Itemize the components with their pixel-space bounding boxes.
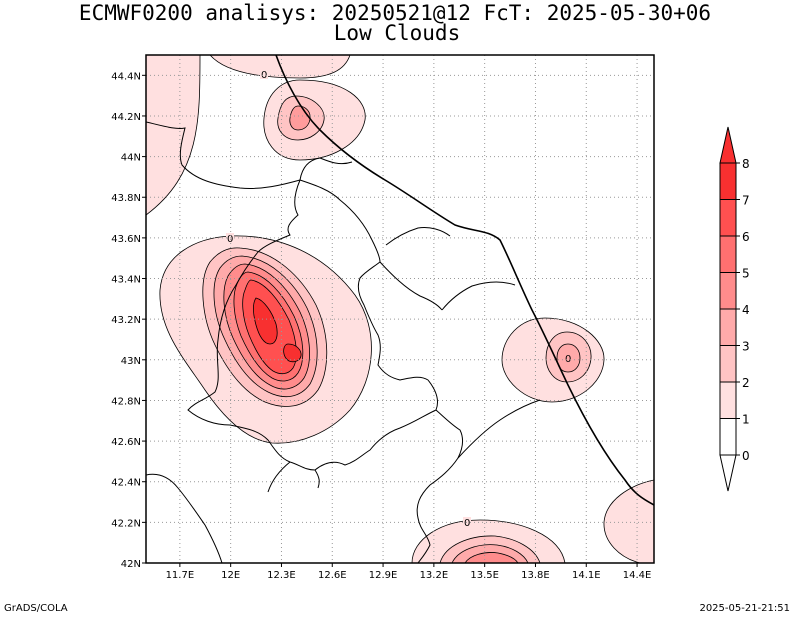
- colorbar: 0 1 2 3 4 5 6 7 8: [719, 126, 750, 492]
- map-frame: [145, 54, 655, 564]
- cloud-level-east-3: [556, 343, 581, 373]
- chart-title: ECMWF0200 analisys: 20250521@12 FcT: 202…: [78, 1, 712, 25]
- colorbar-segment: [719, 418, 737, 456]
- lon-tick-label: 12.3E: [267, 570, 296, 581]
- lat-tick-label: 42N: [121, 559, 141, 570]
- lat-tick-label: 42.6N: [111, 437, 141, 448]
- lon-tick-label: 12E: [221, 570, 240, 581]
- colorbar-label: 7: [742, 194, 750, 208]
- contour-label: 0: [565, 354, 571, 365]
- colorbar-label: 1: [742, 413, 750, 427]
- lon-tick-label: 14.4E: [623, 570, 652, 581]
- credit-label: GrADS/COLA: [4, 603, 68, 614]
- contour-label-bg: [260, 69, 268, 79]
- lat-tick-label: 44.2N: [111, 112, 141, 123]
- colorbar-segment: [719, 272, 737, 310]
- colorbar-segment: [719, 235, 737, 273]
- colorbar-bottom-arrow: [719, 454, 737, 492]
- lon-tick-label: 11.7E: [166, 570, 195, 581]
- lon-tick-label: 12.9E: [369, 570, 398, 581]
- colorbar-label: 5: [742, 267, 750, 281]
- lat-tick-label: 44N: [121, 153, 141, 164]
- colorbar-segment: [719, 162, 737, 200]
- colorbar-label: 4: [742, 303, 750, 317]
- colorbar-segment: [719, 199, 737, 237]
- lon-tick-label: 13.8E: [521, 570, 550, 581]
- lat-tick-label: 43.6N: [111, 234, 141, 245]
- cloud-area-nw: [146, 55, 201, 216]
- colorbar-segment: [719, 345, 737, 383]
- cloud-level-central-7b: [283, 343, 302, 363]
- cloud-level-44n-3: [289, 105, 311, 131]
- latitude-axis: 42N 42.2N 42.4N 42.6N 42.8N 43N 43.2N 43.4N 43.6…: [111, 71, 146, 570]
- cloud-area-southeast: [603, 479, 654, 563]
- regional-boundaries: [146, 121, 541, 563]
- lon-tick-label: 13.2E: [420, 570, 449, 581]
- lat-tick-label: 43.4N: [111, 275, 141, 286]
- colorbar-label: 2: [742, 376, 750, 390]
- lat-tick-label: 43.8N: [111, 193, 141, 204]
- cloud-field: 0 0 0 0: [146, 55, 654, 563]
- timestamp-label: 2025-05-21-21:51: [699, 603, 790, 614]
- coastline: [275, 55, 654, 506]
- colorbar-label: 3: [742, 340, 750, 354]
- contour-label: 0: [261, 70, 267, 81]
- colorbar-label: 6: [742, 230, 750, 244]
- lat-tick-label: 42.8N: [111, 396, 141, 407]
- lat-tick-label: 44.4N: [111, 71, 141, 82]
- lon-tick-label: 13.5E: [470, 570, 499, 581]
- chart-subtitle: Low Clouds: [333, 21, 461, 45]
- longitude-axis: 11.7E 12E 12.3E 12.6E 12.9E 13.2E 13.5E 13.8E 14…: [166, 563, 652, 581]
- lat-tick-label: 42.4N: [111, 478, 141, 489]
- colorbar-segment: [719, 381, 737, 419]
- lat-tick-label: 43.2N: [111, 315, 141, 326]
- colorbar-label: 0: [742, 449, 750, 463]
- colorbar-label: 8: [742, 157, 750, 171]
- contour-label: 0: [464, 518, 470, 529]
- lon-tick-label: 14.1E: [572, 570, 601, 581]
- lat-tick-label: 43N: [121, 356, 141, 367]
- cloud-level-south-4: [464, 552, 519, 563]
- map-grid: [146, 55, 654, 563]
- colorbar-top-arrow: [719, 126, 737, 164]
- colorbar-segment: [719, 308, 737, 346]
- lat-tick-label: 42.2N: [111, 518, 141, 529]
- lon-tick-label: 12.6E: [318, 570, 347, 581]
- cloud-level-central-7: [252, 297, 278, 345]
